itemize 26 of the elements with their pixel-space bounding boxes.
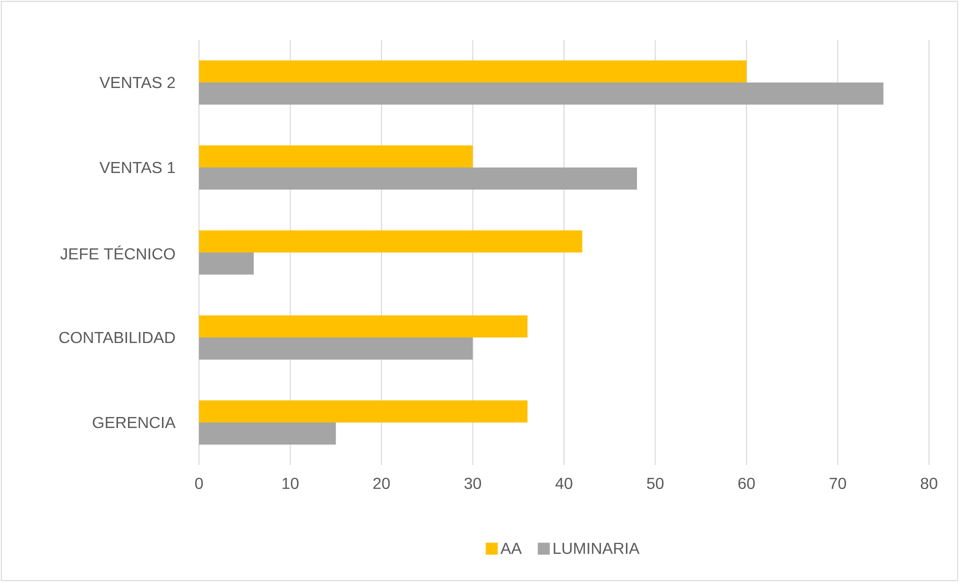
y-tick-label: GERENCIA: [92, 416, 176, 428]
x-tick-label: 0: [195, 478, 203, 490]
x-tick-label: 20: [373, 478, 390, 490]
legend-label: LUMINARIA: [554, 542, 640, 554]
x-tick-label: 50: [647, 478, 664, 490]
x-tick-label: 30: [464, 478, 482, 490]
bar: [199, 60, 747, 82]
bar: [199, 422, 336, 445]
x-tick-label: 70: [830, 478, 846, 490]
x-tick-label: 60: [738, 478, 755, 490]
legend-label: AA: [500, 542, 522, 554]
bar: [199, 252, 254, 275]
bar: [199, 168, 638, 190]
y-tick-label: VENTAS 2: [100, 76, 175, 88]
x-tick-label: 10: [282, 478, 299, 490]
bar: [199, 145, 473, 168]
y-tick-label: CONTABILIDAD: [59, 332, 175, 344]
x-tick-label: 40: [555, 478, 572, 490]
bar: [199, 400, 528, 422]
y-tick-label: JEFE TÉCNICO: [60, 245, 175, 260]
bar: [199, 338, 473, 360]
bar: [199, 230, 582, 252]
y-tick-label: VENTAS 1: [100, 162, 175, 174]
bar: [199, 315, 528, 338]
x-tick-label: 80: [920, 478, 938, 490]
bar: [199, 82, 884, 105]
